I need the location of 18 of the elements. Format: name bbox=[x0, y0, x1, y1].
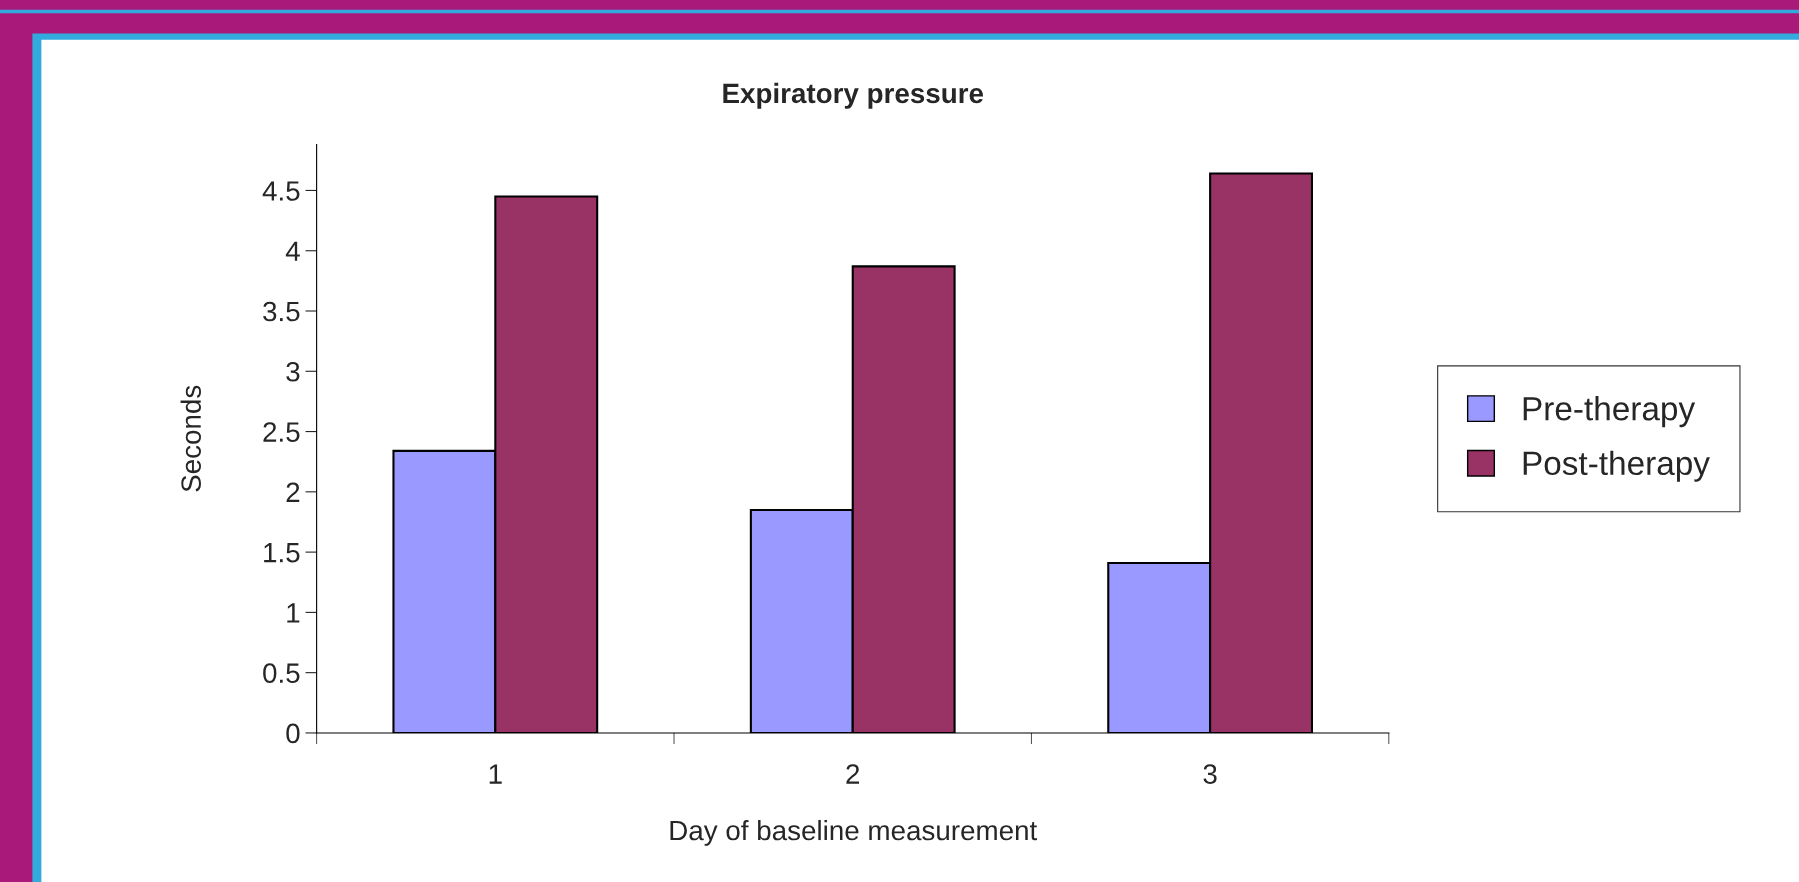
x-tick-label: 1 bbox=[489, 764, 502, 784]
y-tick-label: 0.5 bbox=[263, 663, 300, 683]
chart-title: Expiratory pressure bbox=[723, 82, 984, 109]
y-axis-title: Seconds bbox=[180, 385, 201, 492]
y-tick-label: 4.5 bbox=[262, 181, 300, 201]
y-tick-label: 1.5 bbox=[264, 543, 300, 563]
y-tick-label: 3.5 bbox=[263, 301, 300, 322]
legend-label: Pre-therapy bbox=[1523, 396, 1696, 428]
x-axis-title: Day of baseline measurement bbox=[670, 819, 1038, 846]
y-tick-label: 0 bbox=[286, 723, 300, 744]
legend-label: Post-therapy bbox=[1523, 450, 1710, 482]
y-tick-label: 2.5 bbox=[263, 422, 300, 442]
y-tick-label: 3 bbox=[286, 361, 300, 382]
y-tick-label: 1 bbox=[287, 603, 300, 623]
y-tick-label: 2 bbox=[286, 482, 300, 502]
y-tick-label: 4 bbox=[285, 241, 300, 261]
x-tick-label: 2 bbox=[846, 764, 860, 784]
x-tick-label: 3 bbox=[1203, 764, 1217, 784]
